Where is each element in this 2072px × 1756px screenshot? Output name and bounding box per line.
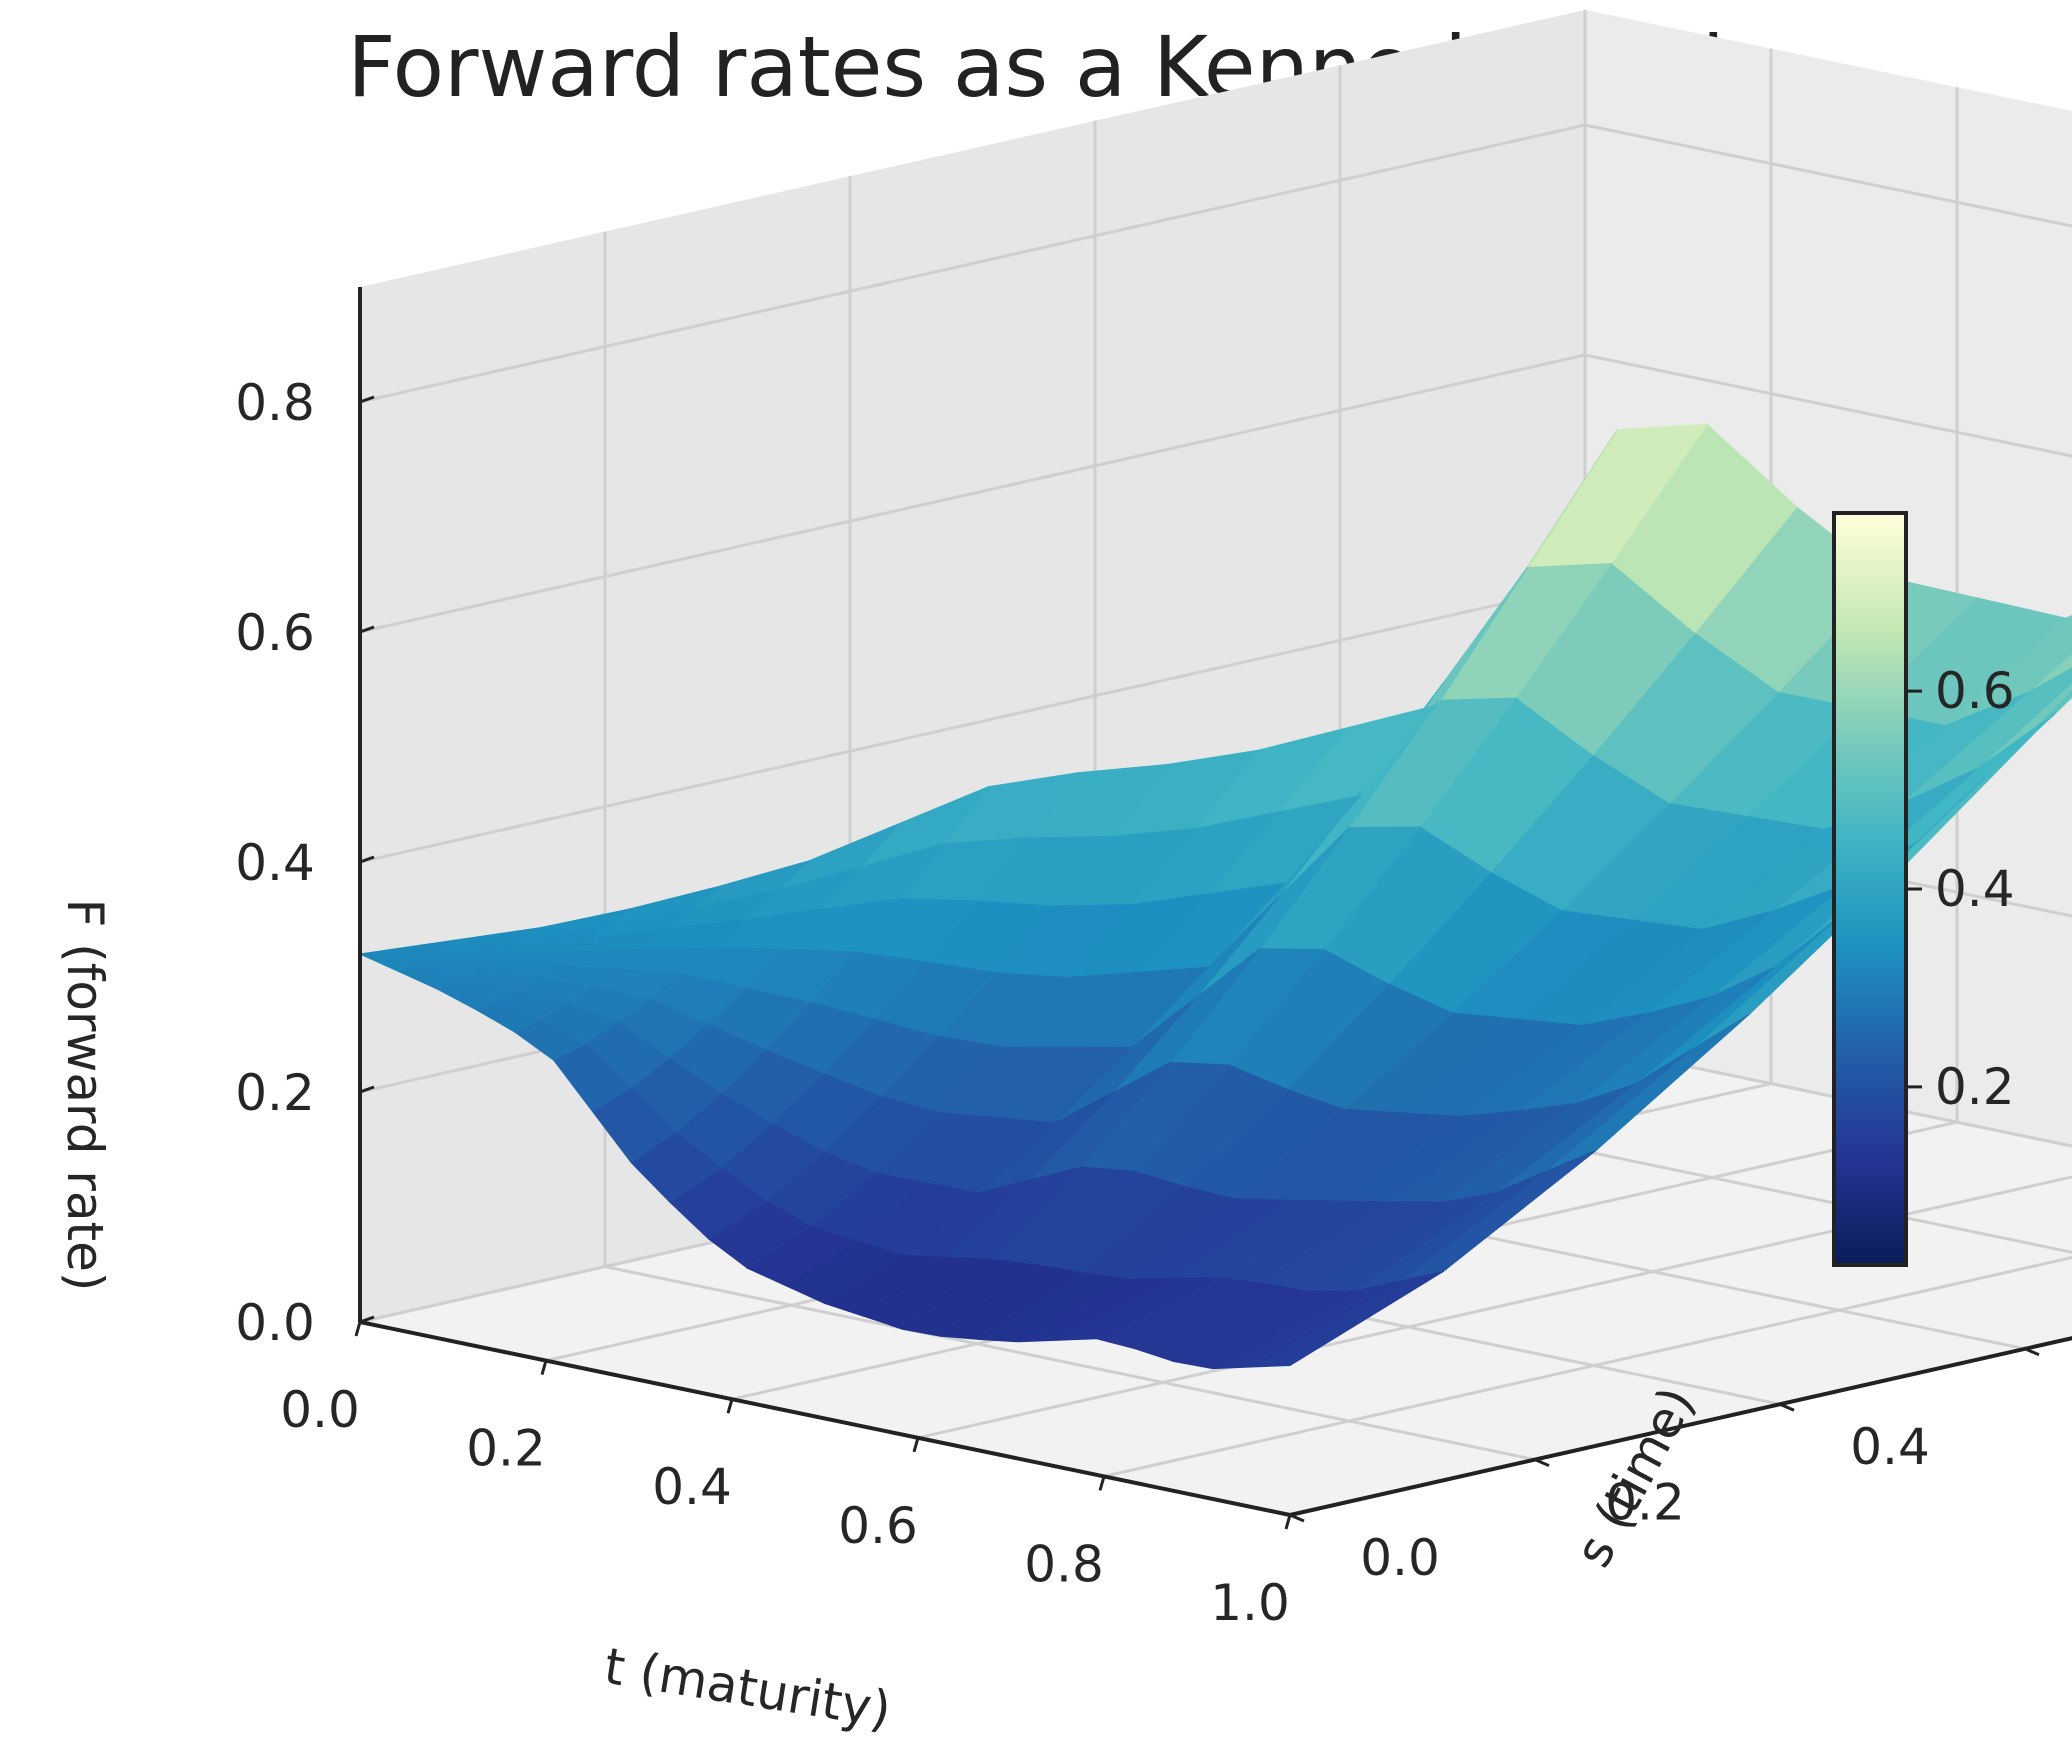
x-tick-mark: [726, 1398, 734, 1414]
z-tick-mark: [359, 395, 375, 404]
z-tick-mark: [359, 625, 375, 634]
z-axis-label: F (forward rate): [56, 899, 114, 1292]
x-axis-label: t (maturity): [601, 1637, 895, 1739]
x-tick-label: 0.6: [838, 1497, 918, 1555]
axis-lines: [358, 287, 2072, 1517]
z-axis-ticks: 0.0 0.2 0.4 0.6 0.8: [235, 374, 375, 1352]
y-axis-line: [1289, 1336, 2072, 1517]
z-tick-mark: [359, 855, 375, 864]
z-tick-mark: [359, 1315, 375, 1324]
x-axis-line: [359, 1320, 1291, 1517]
z-tick-label: 0.6: [235, 604, 315, 662]
x-tick-label: 0.2: [466, 1420, 546, 1478]
colorbar-tick-label: 0.2: [1935, 1058, 2015, 1116]
y-tick-mark: [1534, 1458, 1550, 1467]
colorbar-tick-label: 0.6: [1935, 662, 2015, 720]
surface-patch: [359, 953, 407, 973]
y-tick-label: 0.4: [1850, 1418, 1930, 1476]
colorbar-gradient: [1832, 511, 1908, 1267]
y-tick-mark: [1289, 1513, 1305, 1523]
x-tick-label: 1.0: [1210, 1574, 1290, 1632]
forward-rate-surface: [359, 423, 2072, 1370]
y-tick-label: 0.2: [1605, 1474, 1685, 1532]
x-axis-ticks: 0.0 0.2 0.4 0.6 0.8 1.0: [280, 1321, 1292, 1632]
colorbar: 0.2 0.4 0.6: [1832, 511, 2015, 1267]
x-tick-mark: [1284, 1514, 1292, 1530]
gridline: [1584, 123, 2072, 228]
x-tick-mark: [540, 1360, 548, 1376]
gridline: [1584, 353, 2072, 458]
z-tick-label: 0.4: [235, 834, 315, 892]
z-tick-label: 0.2: [235, 1064, 315, 1122]
z-tick-label: 0.8: [235, 374, 315, 432]
y-axis-ticks: 0.00.20.40.60.81.0: [1289, 1347, 2040, 1587]
gridline: [359, 353, 1586, 634]
x-tick-label: 0.0: [280, 1381, 360, 1439]
gridline: [359, 123, 1586, 404]
y-tick-mark: [1779, 1402, 1795, 1412]
gridline: [1103, 1255, 2072, 1478]
gridline: [359, 583, 1586, 864]
gridline: [1584, 1043, 2072, 1148]
y-tick-mark: [2024, 1347, 2040, 1357]
y-tick-label: 0.0: [1360, 1529, 1440, 1587]
x-tick-mark: [1098, 1475, 1106, 1491]
gridline: [604, 1265, 1536, 1462]
z-tick-mark: [359, 1085, 375, 1094]
colorbar-ticks: 0.2 0.4 0.6: [1906, 662, 2015, 1116]
gridline: [917, 1175, 2072, 1440]
z-tick-label: 0.0: [235, 1294, 315, 1352]
x-tick-label: 0.8: [1024, 1535, 1104, 1593]
x-tick-mark: [912, 1437, 920, 1453]
x-tick-label: 0.4: [652, 1458, 732, 1516]
colorbar-tick-label: 0.4: [1935, 860, 2015, 918]
x-tick-mark: [354, 1321, 362, 1337]
